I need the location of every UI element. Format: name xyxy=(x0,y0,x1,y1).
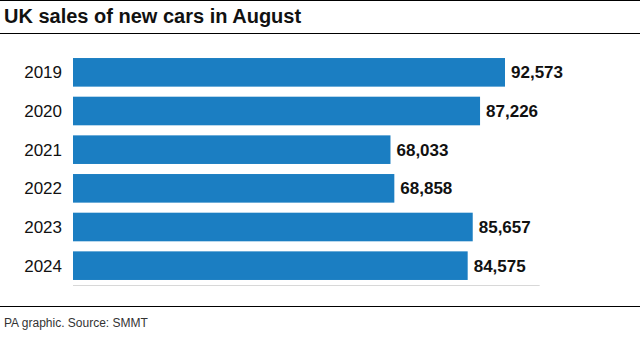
data-label: 84,575 xyxy=(474,257,526,276)
data-label: 87,226 xyxy=(486,102,538,121)
category-label: 2020 xyxy=(24,102,62,121)
data-label: 85,657 xyxy=(479,218,531,237)
bar xyxy=(73,174,394,203)
data-label: 92,573 xyxy=(511,63,563,82)
source: PA graphic. Source: SMMT xyxy=(4,316,149,330)
top-rule xyxy=(0,0,640,1)
category-label: 2022 xyxy=(24,179,62,198)
bar xyxy=(73,251,468,280)
footer-rule xyxy=(0,306,640,307)
bar xyxy=(73,58,505,87)
x-axis-line xyxy=(73,285,540,286)
title-rule xyxy=(0,33,640,34)
page: {"chart_data": {"type": "bar", "title": … xyxy=(0,0,640,339)
category-label: 2021 xyxy=(24,141,62,160)
bar xyxy=(73,213,473,242)
data-label: 68,033 xyxy=(396,141,448,160)
title: UK sales of new cars in August xyxy=(4,5,301,27)
chart-container: UK sales of new cars in August PA graphic… xyxy=(0,0,640,339)
category-label: 2024 xyxy=(24,257,62,276)
category-label: 2019 xyxy=(24,63,62,82)
bar xyxy=(73,97,480,126)
data-label: 68,858 xyxy=(400,179,452,198)
category-label: 2023 xyxy=(24,218,62,237)
labels: 2019 92,573 2020 87,226 2021 68,033 2022 68,858… xyxy=(24,63,563,275)
chart-svg: UK sales of new cars in August PA graphic… xyxy=(0,0,640,339)
bars xyxy=(73,58,505,280)
bar xyxy=(73,135,390,164)
